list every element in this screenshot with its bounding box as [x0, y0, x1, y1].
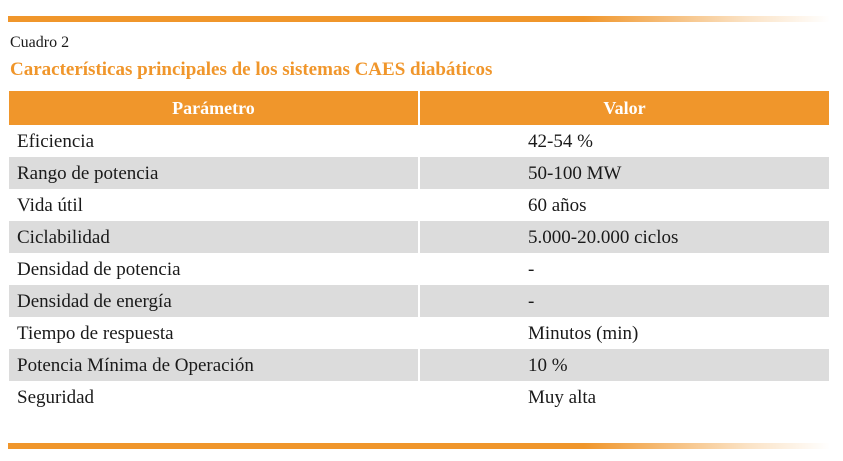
row-value: - [419, 285, 829, 317]
row-value: Minutos (min) [528, 322, 639, 344]
row-value: 5.000-20.000 ciclos [419, 221, 829, 253]
row-value: - [528, 258, 535, 280]
row-parameter: Potencia Mínima de Operación [9, 349, 420, 381]
table-row: Seguridad Muy alta [9, 381, 829, 413]
row-value: 60 años [528, 194, 587, 216]
caes-table: Parámetro Valor Eficiencia 42-54 % Rango… [9, 91, 829, 413]
table-row: Tiempo de respuesta Minutos (min) [9, 317, 829, 349]
row-value: 50-100 MW [419, 157, 829, 189]
row-parameter: Tiempo de respuesta [9, 317, 420, 349]
bottom-rule [8, 443, 830, 449]
table-row: Densidad de potencia - [9, 253, 829, 285]
table-row: Vida útil 60 años [9, 189, 829, 221]
row-parameter: Rango de potencia [9, 157, 420, 189]
row-parameter: Eficiencia [9, 125, 420, 157]
header-valor: Valor [419, 91, 829, 125]
row-value: Muy alta [528, 386, 597, 408]
row-parameter: Seguridad [9, 381, 420, 413]
header-parametro: Parámetro [9, 91, 420, 125]
table-label: Cuadro 2 [10, 34, 70, 51]
table-row: Potencia Mínima de Operación 10 % [9, 349, 829, 381]
row-parameter: Densidad de potencia [9, 253, 420, 285]
row-parameter: Densidad de energía [9, 285, 420, 317]
table-row: Rango de potencia 50-100 MW [9, 157, 829, 189]
row-parameter: Vida útil [9, 189, 420, 221]
table-row: Ciclabilidad 5.000-20.000 ciclos [9, 221, 829, 253]
table-title: Características principales de los siste… [10, 59, 493, 80]
table-header-row: Parámetro Valor [9, 91, 829, 125]
row-value: 10 % [419, 349, 829, 381]
row-value: 42-54 % [528, 130, 593, 152]
row-parameter: Ciclabilidad [9, 221, 420, 253]
table-row: Eficiencia 42-54 % [9, 125, 829, 157]
table-row: Densidad de energía - [9, 285, 829, 317]
top-rule [8, 16, 830, 22]
